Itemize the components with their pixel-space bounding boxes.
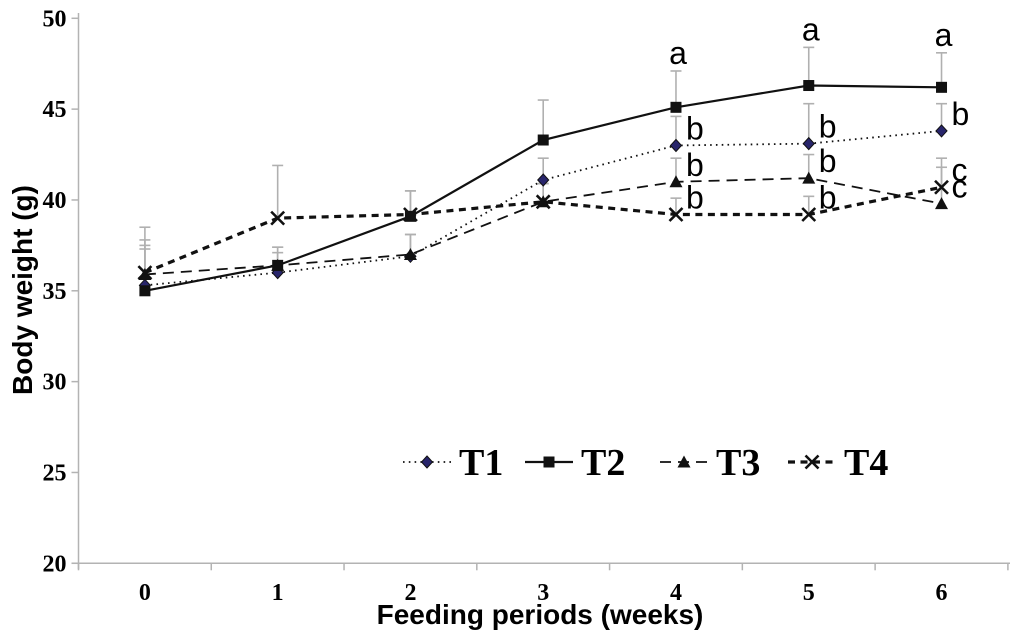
- significance-letter-T2-week6: a: [935, 17, 953, 53]
- point-T4-week1-x-marker: [270, 210, 286, 226]
- x-tick-label: 4: [670, 580, 682, 606]
- point-T2-week0-square-marker: [139, 285, 151, 297]
- point-T4-week5-x-marker: [801, 207, 817, 222]
- point-T4-week3-x-marker: [535, 194, 551, 210]
- x-tick-label: 2: [404, 580, 416, 606]
- legend-item-T1: T1: [403, 442, 503, 484]
- y-tick-label: 40: [43, 188, 67, 214]
- legend-T4-x-marker: [804, 454, 820, 470]
- point-T1-week3-diamond-marker: [537, 173, 550, 187]
- x-axis-title: Feeding periods (weeks): [377, 599, 704, 630]
- x-tick-label: 0: [139, 580, 151, 606]
- legend: T1 T2 T3 T4: [403, 442, 888, 484]
- significance-letter-T2-week4: a: [669, 35, 687, 71]
- point-T3-week1-triangle-marker: [271, 258, 285, 271]
- significance-letter-T1-week5: b: [819, 109, 837, 145]
- legend-T2-square-marker: [543, 456, 555, 468]
- y-axis-title: Body weight (g): [7, 185, 38, 395]
- point-T3-week5-triangle-marker: [802, 171, 816, 184]
- significance-letter-T1-week4: b: [686, 110, 704, 146]
- point-T4-week4-x-marker: [668, 207, 684, 222]
- point-T2-week3-square-marker: [537, 134, 549, 146]
- legend-T3-triangle-marker: [677, 455, 691, 468]
- x-tick-label: 6: [936, 580, 948, 606]
- point-T1-week6-diamond-marker: [935, 124, 948, 138]
- point-T1-week5-diamond-marker: [802, 136, 815, 151]
- legend-item-T3: T3: [660, 442, 760, 484]
- significance-letter-T4-week4: b: [686, 179, 704, 215]
- y-tick-label: 35: [43, 279, 67, 305]
- legend-T1-diamond-marker: [420, 455, 434, 469]
- point-T2-week4-square-marker: [670, 101, 682, 113]
- x-tick-label: 5: [803, 580, 815, 606]
- point-T2-week6-square-marker: [936, 81, 948, 93]
- series-layer: [137, 80, 949, 297]
- legend-label-T3: T3: [716, 442, 760, 484]
- legend-label-T4: T4: [844, 442, 888, 484]
- significance-letter-T4-week5: b: [819, 179, 837, 215]
- y-tick-label: 50: [43, 6, 67, 32]
- y-tick-label: 20: [43, 551, 67, 577]
- legend-label-T2: T2: [581, 442, 625, 484]
- significance-letter-T2-week5: a: [802, 11, 820, 47]
- legend-item-T2: T2: [525, 442, 625, 484]
- legend-label-T1: T1: [459, 442, 503, 484]
- point-T4-week2-x-marker: [403, 207, 418, 222]
- y-tick-label: 30: [43, 370, 67, 396]
- significance-letter-T3-week4: b: [686, 147, 704, 183]
- point-T3-week2-triangle-marker: [403, 247, 417, 260]
- point-T1-week4-diamond-marker: [669, 138, 683, 153]
- x-tick-label: 3: [537, 580, 549, 606]
- point-T3-week4-triangle-marker: [669, 175, 683, 188]
- significance-letter-T3-week6: c: [952, 169, 968, 205]
- point-T4-week0-x-marker: [137, 265, 153, 281]
- x-tick-label: 1: [272, 580, 284, 606]
- point-T2-week5-square-marker: [803, 80, 815, 92]
- point-T4-week6-x-marker: [934, 179, 949, 195]
- significance-letter-T1-week6: b: [952, 96, 970, 132]
- significance-letter-T3-week5: b: [819, 143, 837, 179]
- legend-item-T4: T4: [788, 442, 888, 484]
- point-T3-week6-triangle-marker: [935, 197, 949, 210]
- y-tick-label: 25: [43, 460, 67, 486]
- significance-letter-T4-week6: c: [952, 152, 968, 188]
- y-tick-label: 45: [43, 97, 67, 123]
